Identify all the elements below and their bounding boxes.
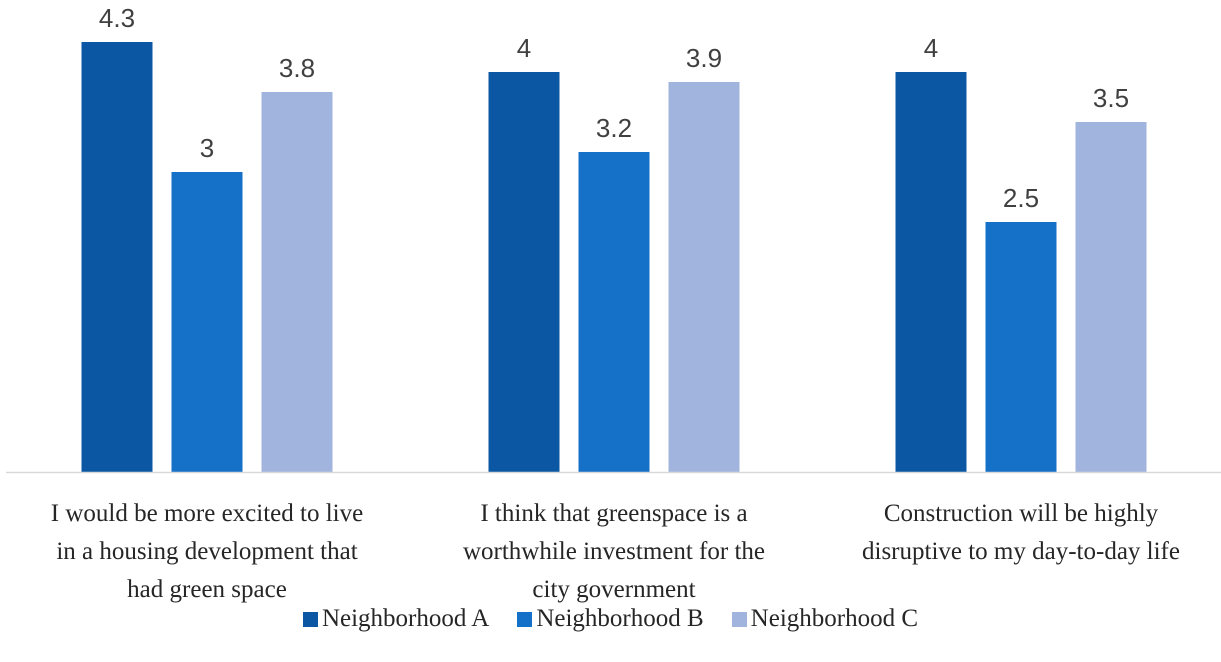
bar-series3-cat1 <box>261 92 333 472</box>
legend-item-b: Neighborhood B <box>517 605 704 633</box>
bar-series1-cat3 <box>895 72 967 472</box>
category-label-1-line-3: had green space <box>127 576 287 603</box>
bars-layer <box>81 42 1147 472</box>
category-label-2-line-2: worthwhile investment for the <box>463 538 765 565</box>
category-label-3-line-1: Construction will be highly <box>884 500 1159 527</box>
data-label-series1-cat3: 4 <box>924 33 938 63</box>
data-label-series3-cat2: 3.9 <box>686 43 722 73</box>
legend-swatch-a <box>302 611 318 627</box>
data-label-series2-cat3: 2.5 <box>1003 183 1039 213</box>
legend-label-a: Neighborhood A <box>321 605 490 632</box>
legend: Neighborhood A Neighborhood B Neighborho… <box>0 604 1221 634</box>
category-label-2-line-3: city government <box>532 576 695 603</box>
category-labels-layer: I would be more excited to live in a hous… <box>51 500 1180 603</box>
bar-series1-cat1 <box>81 42 153 472</box>
bar-series2-cat3 <box>985 222 1057 472</box>
data-label-series2-cat1: 3 <box>200 133 214 163</box>
bar-series2-cat1 <box>171 172 243 472</box>
legend-swatch-c <box>731 611 747 627</box>
legend-item-a: Neighborhood A <box>302 605 490 633</box>
legend-swatch-b <box>517 611 533 627</box>
category-label-3-line-2: disruptive to my day-to-day life <box>862 538 1180 565</box>
legend-item-c: Neighborhood C <box>731 605 919 633</box>
data-label-series3-cat3: 3.5 <box>1093 83 1129 113</box>
legend-label-c: Neighborhood C <box>750 605 919 632</box>
category-label-1-line-2: in a housing development that <box>56 538 357 565</box>
data-label-series1-cat1: 4.3 <box>99 3 135 33</box>
data-label-series3-cat1: 3.8 <box>279 53 315 83</box>
category-label-2-line-1: I think that greenspace is a <box>480 500 747 527</box>
bar-series3-cat3 <box>1075 122 1147 472</box>
data-label-series1-cat2: 4 <box>517 33 531 63</box>
category-label-1-line-1: I would be more excited to live <box>51 500 363 527</box>
bar-series1-cat2 <box>488 72 560 472</box>
legend-label-b: Neighborhood B <box>536 605 704 632</box>
bar-series3-cat2 <box>668 82 740 472</box>
bar-series2-cat2 <box>578 152 650 472</box>
data-labels-layer: 4.3 4 4 3 3.2 2.5 3.8 3.9 3.5 <box>99 3 1129 213</box>
data-label-series2-cat2: 3.2 <box>596 113 632 143</box>
